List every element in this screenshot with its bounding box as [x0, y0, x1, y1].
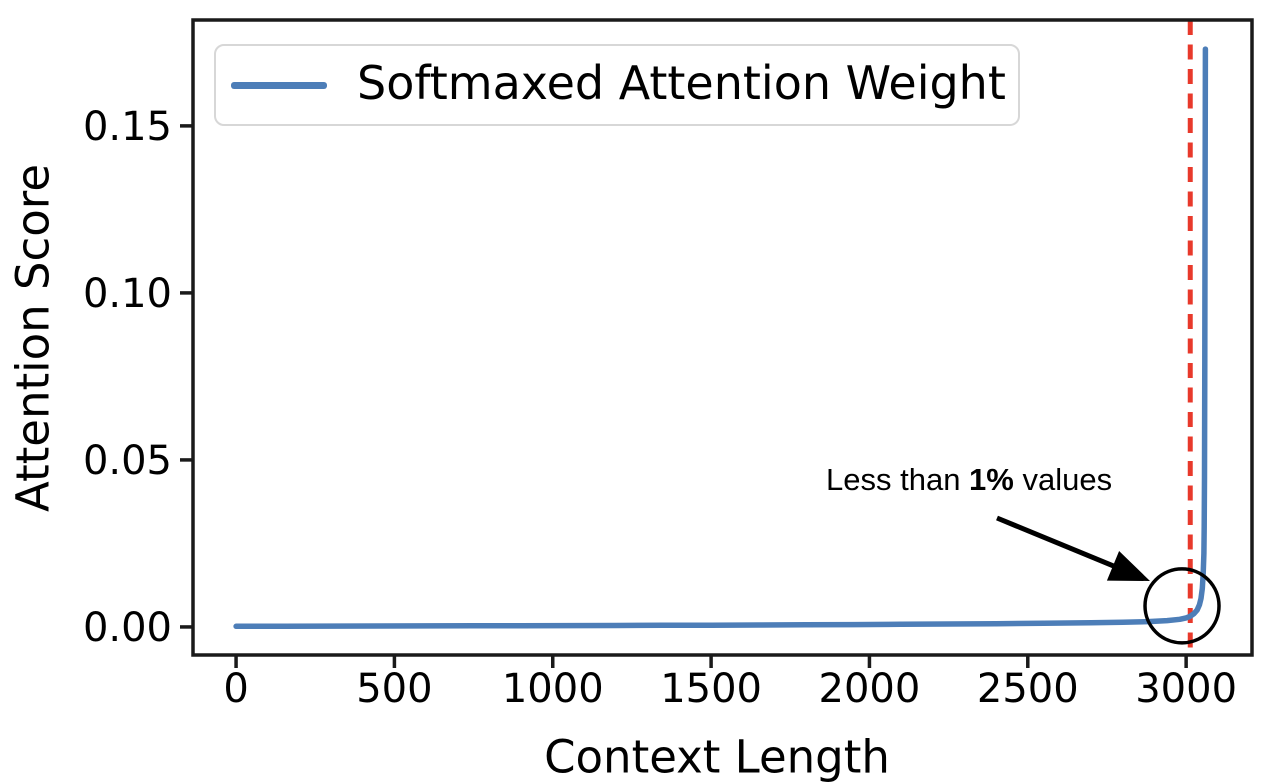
axes-spines	[191, 18, 1254, 657]
x-tick-label: 500	[356, 666, 432, 712]
annotation-text: Less than 1% values	[826, 462, 1112, 498]
y-tick-label: 0.05	[83, 438, 172, 484]
x-axis-label: Context Length	[544, 730, 890, 783]
y-tick-label: 0.00	[83, 605, 172, 651]
annotation-prefix: Less than	[826, 462, 970, 497]
annotation-suffix: values	[1013, 462, 1113, 497]
annotation-arrow-shaft	[996, 515, 1120, 571]
y-axis-label: Attention Score	[6, 163, 60, 513]
legend-line-swatch	[231, 81, 327, 89]
annotation-arrow-head	[1106, 551, 1150, 581]
x-tick-label: 2500	[977, 666, 1079, 712]
annotation-bold: 1%	[969, 462, 1014, 497]
y-tick-label: 0.15	[83, 104, 172, 150]
x-tick-label: 0	[223, 666, 248, 712]
legend-box: Softmaxed Attention Weight	[214, 44, 1020, 126]
legend-entry-label: Softmaxed Attention Weight	[357, 56, 1006, 110]
highlight-circle	[1143, 567, 1221, 645]
x-tick-label: 3000	[1135, 666, 1237, 712]
x-tick-label: 2000	[819, 666, 921, 712]
x-tick-label: 1000	[502, 666, 604, 712]
y-tick-label: 0.10	[83, 271, 172, 317]
attention-weight-line	[233, 46, 1209, 630]
x-tick-label: 1500	[660, 666, 762, 712]
